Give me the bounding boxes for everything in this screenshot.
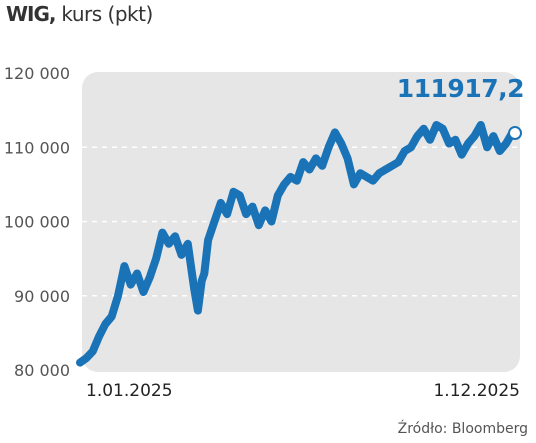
chart-title-subtitle: kurs (pkt) (61, 2, 153, 26)
x-axis: 1.01.2025 1.12.2025 (86, 381, 520, 401)
chart-title: WIG, kurs (pkt) (6, 2, 153, 26)
wig-series-line (76, 121, 519, 367)
y-tick-label: 90 000 (14, 287, 70, 306)
y-tick-label: 110 000 (4, 138, 70, 157)
chart-title-name: WIG (6, 2, 50, 26)
x-tick-label-start: 1.01.2025 (86, 381, 173, 401)
last-point-group: 111917,2 (397, 74, 525, 141)
chart-title-separator: , (48, 2, 57, 26)
y-tick-label: 100 000 (4, 213, 70, 232)
source-note: Źródło: Bloomberg (397, 421, 528, 437)
y-axis: 80 000 90 000 100 000 110 000 120 000 (4, 64, 70, 380)
gridlines (82, 146, 520, 297)
x-tick-label-end: 1.12.2025 (433, 381, 520, 401)
series-group (76, 121, 519, 367)
last-point-marker (508, 126, 522, 141)
y-tick-label: 80 000 (14, 361, 70, 380)
last-value-label: 111917,2 (397, 74, 524, 103)
y-tick-label: 120 000 (4, 64, 70, 83)
